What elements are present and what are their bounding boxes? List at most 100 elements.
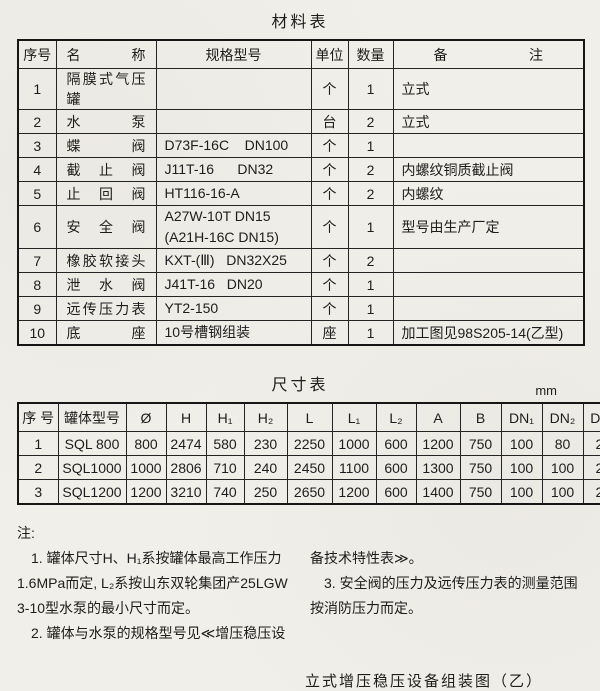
dim-col-dn3: DN₃ — [582, 402, 600, 432]
dim-col-h: H — [165, 402, 207, 432]
cell-seq: 1 — [17, 431, 59, 456]
cell-seq: 6 — [17, 205, 57, 249]
notes-label: 注: — [17, 525, 35, 541]
material-row: 5 止回阀 HT116-16-A 个 2 内螺纹 — [17, 181, 585, 206]
dimensions-table: 序 号 罐体型号 Ø H H₁ H₂ L L₁ L₂ A B DN₁ DN₂ D… — [17, 402, 600, 505]
cell-h2: 250 — [243, 479, 288, 505]
cell-spec: A27W-10T DN15 (A21H-16C DN15) — [155, 205, 312, 249]
cell-dia: 1200 — [125, 479, 167, 505]
cell-dn1: 100 — [500, 479, 543, 505]
notes-section: 注: 1. 罐体尺寸H、H₁系按罐体最高工作压力 1.6MPa而定, L₂系按山… — [17, 521, 583, 646]
cell-name: 截止阀 — [55, 157, 157, 182]
cell-qty: 1 — [347, 272, 394, 297]
material-row: 7 橡胶软接头 KXT-(Ⅲ) DN32X25 个 2 — [17, 248, 585, 273]
cell-name: 远传压力表 — [55, 296, 157, 321]
cell-unit: 台 — [310, 109, 349, 134]
cell-h1: 710 — [205, 455, 245, 480]
dim-col-l: L — [286, 402, 333, 432]
dimensions-header-row: 序 号 罐体型号 Ø H H₁ H₂ L L₁ L₂ A B DN₁ DN₂ D… — [17, 402, 600, 432]
dim-col-l1: L₁ — [331, 402, 377, 432]
note-line: 按消防压力而定。 — [310, 600, 422, 616]
cell-h2: 230 — [243, 431, 288, 456]
cell-l: 2450 — [286, 455, 333, 480]
cell-unit: 个 — [310, 157, 349, 182]
cell-name: 安全阀 — [55, 205, 157, 249]
cell-note: 立式 — [392, 68, 585, 110]
dim-col-a: A — [415, 402, 461, 432]
col-header-qty: 数量 — [347, 39, 394, 69]
material-row: 1 隔膜式气压罐 个 1 立式 — [17, 68, 585, 110]
cell-name: 隔膜式气压罐 — [55, 68, 157, 110]
dim-col-seq: 序 号 — [17, 402, 59, 432]
cell-unit: 个 — [310, 248, 349, 273]
col-header-seq: 序号 — [17, 39, 57, 69]
cell-note: 立式 — [392, 109, 585, 134]
dim-col-h2: H₂ — [243, 402, 288, 432]
cell-qty: 1 — [347, 320, 394, 346]
notes-columns: 1. 罐体尺寸H、H₁系按罐体最高工作压力 1.6MPa而定, L₂系按山东双轮… — [17, 546, 583, 646]
cell-h: 3210 — [165, 479, 207, 505]
materials-table-title: 材料表 — [271, 14, 329, 31]
cell-unit: 个 — [310, 272, 349, 297]
cell-qty: 1 — [347, 68, 394, 110]
unit-label-mm: mm — [535, 383, 557, 398]
cell-h1: 580 — [205, 431, 245, 456]
cell-note — [392, 248, 585, 273]
cell-a: 1300 — [415, 455, 461, 480]
cell-dn2: 100 — [541, 479, 584, 505]
cell-spec: J11T-16 DN32 — [155, 157, 312, 182]
cell-unit: 个 — [310, 68, 349, 110]
material-row: 3 蝶阀 D73F-16C DN100 个 1 — [17, 133, 585, 158]
cell-qty: 2 — [347, 109, 394, 134]
cell-b: 750 — [459, 455, 502, 480]
cell-l: 2650 — [286, 479, 333, 505]
cell-note — [392, 296, 585, 321]
dim-col-dn1: DN₁ — [500, 402, 543, 432]
cell-dn3: 25 — [582, 455, 600, 480]
cell-dn3: 25 — [582, 431, 600, 456]
cell-l1: 1100 — [331, 455, 377, 480]
cell-note — [392, 133, 585, 158]
cell-dn1: 100 — [500, 431, 543, 456]
col-header-name: 名称 — [55, 39, 157, 69]
materials-table-body: 1 隔膜式气压罐 个 1 立式 2 水泵 台 2 立式 3 蝶阀 D73F-16… — [17, 68, 585, 346]
cell-l: 2250 — [286, 431, 333, 456]
dim-col-dia: Ø — [125, 402, 167, 432]
cell-qty: 2 — [347, 248, 394, 273]
cell-b: 750 — [459, 431, 502, 456]
cell-spec: KXT-(Ⅲ) DN32X25 — [155, 248, 312, 273]
cell-model: SQL1200 — [57, 479, 127, 505]
notes-column-right: 备技术特性表≫。 3. 安全阀的压力及远传压力表的测量范围 按消防压力而定。 — [300, 546, 583, 646]
cell-unit: 座 — [310, 320, 349, 346]
cell-name: 橡胶软接头 — [55, 248, 157, 273]
dim-col-dn2: DN₂ — [541, 402, 584, 432]
note-line: 2. 罐体与水泵的规格型号见≪增压稳压设 — [17, 625, 286, 641]
cell-seq: 9 — [17, 296, 57, 321]
cell-dia: 800 — [125, 431, 167, 456]
cell-dn2: 80 — [541, 431, 584, 456]
cell-dn2: 100 — [541, 455, 584, 480]
cell-spec: D73F-16C DN100 — [155, 133, 312, 158]
cell-seq: 7 — [17, 248, 57, 273]
cell-qty: 1 — [347, 133, 394, 158]
materials-header-row: 序号 名称 规格型号 单位 数量 备注 — [17, 39, 585, 69]
cell-seq: 10 — [17, 320, 57, 346]
cell-a: 1200 — [415, 431, 461, 456]
cell-spec — [155, 109, 312, 134]
cell-qty: 2 — [347, 181, 394, 206]
note-line: 3-10型水泵的最小尺寸而定。 — [17, 600, 200, 616]
col-header-unit: 单位 — [310, 39, 349, 69]
col-header-note: 备注 — [392, 39, 585, 69]
cell-note: 内螺纹铜质截止阀 — [392, 157, 585, 182]
cell-a: 1400 — [415, 479, 461, 505]
cell-spec: 10号槽钢组装 — [155, 320, 312, 346]
cell-note: 加工图见98S205-14(乙型) — [392, 320, 585, 346]
cell-b: 750 — [459, 479, 502, 505]
cell-seq: 4 — [17, 157, 57, 182]
cell-unit: 个 — [310, 181, 349, 206]
col-header-spec: 规格型号 — [155, 39, 312, 69]
cell-qty: 1 — [347, 296, 394, 321]
cell-seq: 2 — [17, 109, 57, 134]
cell-l2: 600 — [375, 455, 417, 480]
